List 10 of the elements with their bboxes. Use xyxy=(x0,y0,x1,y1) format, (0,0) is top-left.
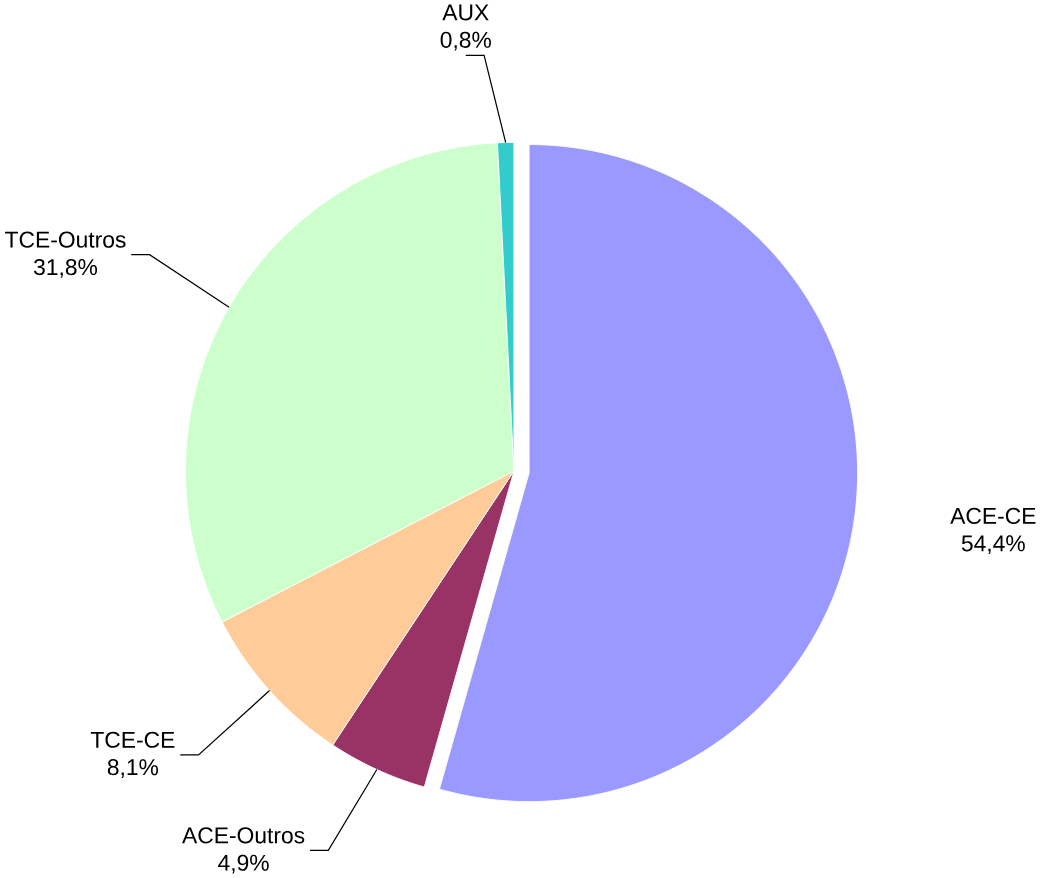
data-label: 4,9% xyxy=(218,854,269,874)
slice-label: AUX xyxy=(442,4,489,21)
slice-label: ACE-CE xyxy=(950,507,1036,524)
data-label: 0,8% xyxy=(440,31,491,51)
data-label: 8,1% xyxy=(107,759,159,778)
data-label: 54,4% xyxy=(961,535,1025,555)
slice-label: TCE-CE xyxy=(90,731,175,748)
data-label: 31,8% xyxy=(33,258,98,278)
slice-label: ACE-Outros xyxy=(182,827,305,844)
slice-label: TCE-Outros xyxy=(5,231,126,248)
